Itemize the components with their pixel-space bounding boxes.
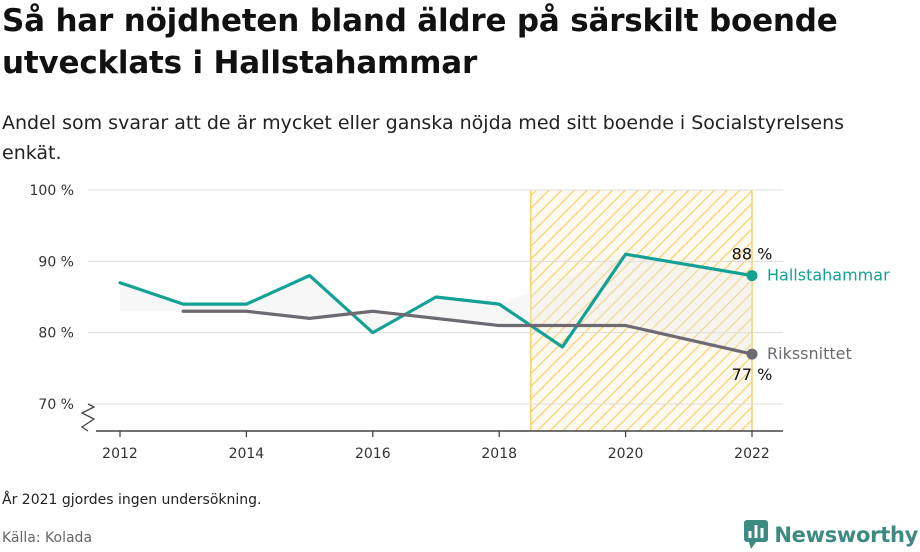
end-value-label: 77 % <box>732 365 773 384</box>
newsworthy-logo-icon <box>744 520 769 549</box>
line-chart: 100 % 90 % 80 % 70 % 2012 2014 2016 2018 2020 202… <box>30 183 891 462</box>
brand-name: Newsworthy <box>774 523 918 547</box>
brand-logo: Newsworthy <box>744 520 918 550</box>
highlight-band <box>530 190 752 431</box>
series-name-label: Rikssnittet <box>767 344 852 363</box>
x-tick-label: 2012 <box>102 446 138 462</box>
end-value-label: 88 % <box>732 245 773 264</box>
y-tick-label: 70 % <box>38 397 74 413</box>
difference-area <box>120 254 752 355</box>
chart-note: År 2021 gjordes ingen undersökning. <box>2 492 262 508</box>
chart-subtitle: Andel som svarar att de är mycket eller … <box>2 112 845 164</box>
source-text: Källa: Kolada <box>2 530 93 546</box>
series-end-point-rikssnittet <box>746 348 758 360</box>
x-tick-label: 2014 <box>229 446 265 462</box>
x-tick-label: 2018 <box>481 446 517 462</box>
y-tick-label: 100 % <box>30 183 74 199</box>
y-tick-label: 80 % <box>38 326 74 342</box>
x-tick-label: 2016 <box>355 446 391 462</box>
axis-break-icon <box>80 403 96 432</box>
y-tick-label: 90 % <box>38 254 74 270</box>
x-tick-label: 2022 <box>734 446 770 462</box>
x-tick-label: 2020 <box>608 446 644 462</box>
series-end-point-hallstahammar <box>746 270 758 282</box>
series-name-label: Hallstahammar <box>767 266 890 285</box>
series-line-rikssnittet <box>181 309 754 356</box>
chart-title: Så har nöjdheten bland äldre på särskilt… <box>2 3 838 81</box>
